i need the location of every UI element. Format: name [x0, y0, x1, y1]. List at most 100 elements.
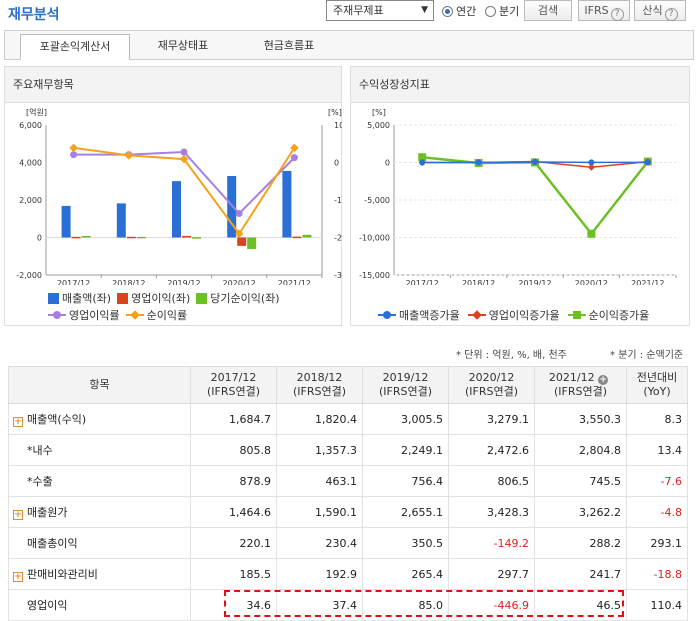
y2-tick-label: 10: [334, 121, 342, 130]
row-label-cell: 매출총이익: [9, 528, 191, 559]
tab-balance-sheet[interactable]: 재무상태표: [140, 34, 226, 60]
net-growth-point: [587, 230, 595, 238]
expand-plus-icon[interactable]: +: [13, 417, 23, 427]
yoy-cell: 13.4: [627, 435, 688, 466]
value-cell: -149.2: [449, 528, 535, 559]
y-tick-label: -10,000: [359, 234, 390, 243]
operating-income-highlight: [224, 590, 624, 617]
row-label-cell: *수출: [9, 466, 191, 497]
main-financials-chart: [억원] [%] 6,0004,0002,0000-2,000100-10-20…: [4, 103, 342, 285]
x-tick-label: 2021/12: [631, 279, 664, 285]
y-tick-label: -2,000: [16, 271, 42, 280]
period-quarter-radio[interactable]: 분기: [485, 2, 519, 20]
row-label: 판매비와관리비: [27, 568, 98, 581]
period-annual-radio[interactable]: 연간: [442, 2, 476, 20]
tab-income-statement[interactable]: 포괄손익계산서: [20, 34, 130, 60]
expand-plus-icon[interactable]: +: [13, 572, 23, 582]
value-cell: 745.5: [535, 466, 627, 497]
row-label-cell[interactable]: + 판매비와관리비: [9, 559, 191, 590]
op-income-swatch: [117, 293, 128, 304]
report-type-value: 주재무제표: [333, 4, 384, 17]
right-chart-legend: 매출액증가율 영업이익증가율 순이익증가율: [378, 307, 649, 323]
row-label: 매출원가: [27, 506, 67, 519]
left-axis-unit: [억원]: [26, 107, 47, 117]
help-icon: ?: [611, 8, 624, 21]
growth-indicators-title: 수익성장성지표: [351, 67, 689, 103]
value-cell: 185.5: [191, 559, 277, 590]
quarter-note: * 분기 : 순액기준: [610, 346, 683, 361]
main-financials-title: 주요재무항목: [5, 67, 341, 103]
value-cell: 805.8: [191, 435, 277, 466]
tab-cash-flow[interactable]: 현금흐름표: [246, 34, 332, 60]
period-quarter-label: 분기: [499, 3, 519, 19]
net-margin-point: [125, 151, 133, 159]
x-tick-label: 2017/12: [406, 279, 439, 285]
net-growth-line: [422, 157, 648, 234]
sales-swatch: [48, 293, 59, 304]
add-column-icon[interactable]: +: [598, 375, 608, 385]
column-basis: (IFRS연결): [465, 385, 518, 398]
row-label-cell[interactable]: + 매출원가: [9, 497, 191, 528]
value-cell: 806.5: [449, 466, 535, 497]
chevron-down-icon: ▼: [421, 1, 428, 20]
net-income-swatch: [196, 293, 207, 304]
column-basis: (IFRS연결): [207, 385, 260, 398]
report-type-select[interactable]: 주재무제표 ▼: [326, 0, 434, 21]
bar-net-income: [302, 235, 311, 238]
value-cell: 3,262.2: [535, 497, 627, 528]
op-margin-point: [291, 154, 298, 161]
search-button[interactable]: 검색: [524, 0, 572, 21]
value-cell: 2,249.1: [363, 435, 449, 466]
ifrs-label: IFRS: [584, 4, 608, 17]
net-margin-line-icon: [126, 310, 144, 320]
bar-net-income: [247, 238, 256, 250]
value-cell: 463.1: [277, 466, 363, 497]
bar-sales: [62, 206, 71, 238]
sales-growth-line-icon: [378, 310, 396, 320]
y2-tick-label: -30: [334, 271, 342, 280]
column-year: 2019/12: [383, 371, 429, 384]
y2-tick-label: 0: [334, 159, 339, 168]
right-axis-unit: [%]: [328, 108, 342, 117]
value-cell: 220.1: [191, 528, 277, 559]
net-margin-point: [69, 144, 77, 152]
net-growth-line-icon: [568, 310, 586, 320]
legend-sales-growth: 매출액증가율: [399, 307, 460, 323]
sales-growth-point: [419, 160, 425, 166]
value-cell: 1,464.6: [191, 497, 277, 528]
radio-unselected-icon: [485, 6, 496, 17]
value-cell: 2,655.1: [363, 497, 449, 528]
y-tick-label: 0: [37, 234, 42, 243]
row-label-cell[interactable]: +매출액(수익): [9, 404, 191, 435]
bar-net-income: [82, 236, 91, 238]
bar-op-income: [182, 236, 191, 238]
period-annual-label: 연간: [456, 3, 476, 19]
op-margin-point: [70, 151, 77, 158]
op-margin-point: [181, 149, 188, 156]
legend-net-income: 당기순이익(좌): [210, 290, 279, 306]
value-cell: 1,357.3: [277, 435, 363, 466]
x-tick-label: 2019/12: [167, 279, 200, 285]
formula-label: 산식: [642, 4, 662, 17]
legend-net-margin: 순이익률: [147, 307, 187, 323]
column-header: 2018/12(IFRS연결): [277, 367, 363, 404]
expand-plus-icon[interactable]: +: [13, 510, 23, 520]
item-header: 항목: [9, 367, 191, 404]
value-cell: 297.7: [449, 559, 535, 590]
value-cell: 878.9: [191, 466, 277, 497]
y-tick-label: 2,000: [19, 196, 42, 205]
value-cell: 3,279.1: [449, 404, 535, 435]
legend-op-margin: 영업이익률: [69, 307, 120, 323]
bar-op-income: [72, 237, 81, 239]
value-cell: 3,550.3: [535, 404, 627, 435]
yoy-cell: 8.3: [627, 404, 688, 435]
ifrs-help-button[interactable]: IFRS?: [578, 0, 630, 21]
formula-help-button[interactable]: 산식?: [634, 0, 686, 21]
row-label-cell: 영업이익: [9, 590, 191, 621]
help-icon: ?: [665, 8, 678, 21]
